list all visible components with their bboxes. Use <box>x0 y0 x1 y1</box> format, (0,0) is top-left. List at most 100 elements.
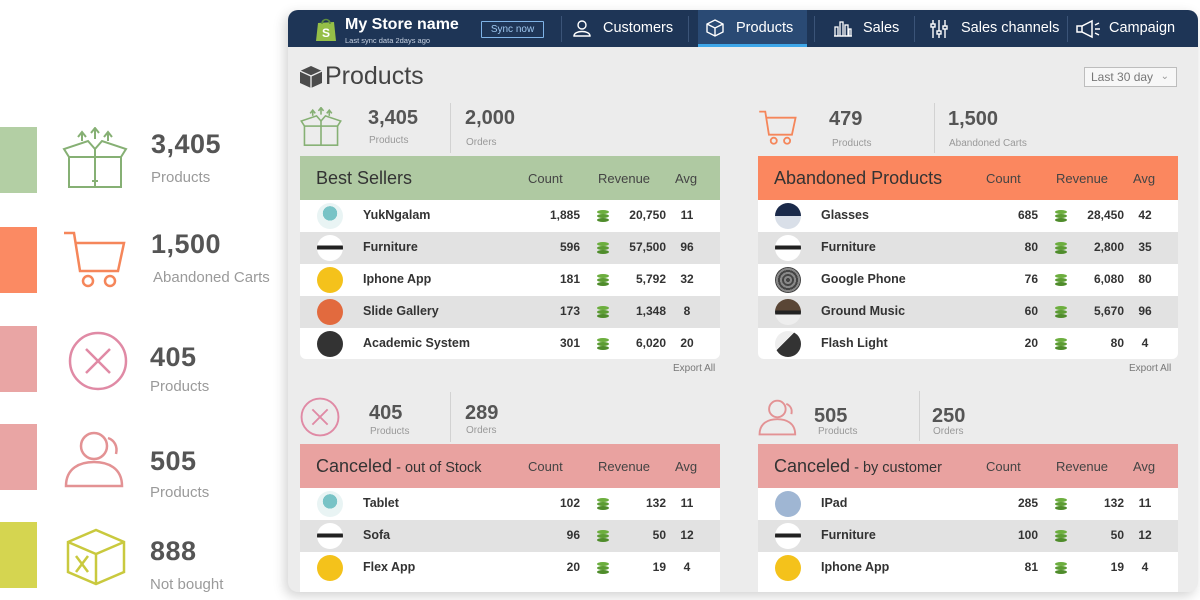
product-avg: 8 <box>683 304 691 318</box>
product-thumbnail <box>775 299 801 325</box>
product-count: 81 <box>1024 560 1038 574</box>
table-subtitle: - out of Stock <box>392 460 482 476</box>
product-name[interactable]: Ground Music <box>821 304 906 318</box>
column-header-avg[interactable]: Avg <box>1133 171 1156 186</box>
product-name[interactable]: Furniture <box>821 528 876 542</box>
app-window: S My Store name Last sync data 2days ago… <box>288 10 1198 592</box>
column-header-revenue[interactable]: Revenue <box>1056 459 1109 474</box>
divider <box>561 16 562 42</box>
column-header-count[interactable]: Count <box>528 171 563 186</box>
column-header-count[interactable]: Count <box>528 459 563 474</box>
product-name[interactable]: Furniture <box>821 240 876 254</box>
product-name[interactable]: Academic System <box>363 336 471 350</box>
table-title: Best Sellers <box>316 168 412 189</box>
product-thumbnail <box>317 203 343 229</box>
table-row[interactable]: Academic System 301 6,020 20 <box>300 328 720 360</box>
table-row[interactable]: Flex App 20 19 4 <box>300 552 720 584</box>
product-name[interactable]: Glasses <box>821 208 869 222</box>
column-header-count[interactable]: Count <box>986 171 1021 186</box>
divider <box>688 16 689 42</box>
table-row[interactable]: Furniture 80 2,800 35 <box>758 232 1178 264</box>
coins-icon <box>1055 242 1067 254</box>
product-avg: 4 <box>683 560 691 574</box>
product-count: 596 <box>559 240 580 254</box>
summary-value: 405 <box>150 342 197 372</box>
divider <box>914 16 915 42</box>
summary-products: 3,405 Products <box>0 127 290 197</box>
product-count: 301 <box>559 336 580 350</box>
table-title-text: Canceled <box>774 456 851 476</box>
nav-campaign[interactable]: Campaign <box>1073 10 1198 47</box>
table-row[interactable]: Iphone App 81 19 4 <box>758 552 1178 584</box>
product-avg: 11 <box>680 496 694 510</box>
sync-now-button[interactable]: Sync now <box>481 21 544 38</box>
product-name[interactable]: YukNgalam <box>363 208 431 222</box>
product-name[interactable]: Google Phone <box>821 272 906 286</box>
sliders-icon <box>930 20 948 38</box>
column-header-avg[interactable]: Avg <box>675 459 698 474</box>
product-avg: 12 <box>1138 528 1152 542</box>
product-revenue: 57,500 <box>629 240 666 254</box>
summary-value: 505 <box>150 446 197 476</box>
table-row[interactable]: Iphone App 181 5,792 32 <box>300 264 720 296</box>
table-header: Best Sellers Count Revenue Avg <box>300 156 720 200</box>
export-all-link[interactable]: Export All <box>1129 363 1172 374</box>
table-title-text: Abandoned Products <box>774 168 943 188</box>
column-header-count[interactable]: Count <box>986 459 1021 474</box>
divider <box>450 392 451 442</box>
table-row[interactable]: Furniture 596 57,500 96 <box>300 232 720 264</box>
table-row[interactable]: Sofa 96 50 12 <box>300 520 720 552</box>
product-name[interactable]: Flash Light <box>821 336 888 350</box>
table-title-text: Best Sellers <box>316 168 413 188</box>
nav-products[interactable]: Products <box>698 10 807 47</box>
product-name[interactable]: Slide Gallery <box>363 304 439 318</box>
coins-icon <box>597 274 609 286</box>
product-thumbnail <box>775 203 801 229</box>
product-revenue: 20,750 <box>629 208 666 222</box>
product-avg: 11 <box>1138 496 1152 510</box>
table-row[interactable]: YukNgalam 1,885 20,750 11 <box>300 200 720 232</box>
nav-sales[interactable]: Sales <box>824 10 914 47</box>
bar-chart-icon <box>834 21 852 37</box>
column-header-avg[interactable]: Avg <box>1133 459 1156 474</box>
product-name[interactable]: Iphone App <box>821 560 890 574</box>
product-name[interactable]: Sofa <box>363 528 391 542</box>
coins-icon <box>597 242 609 254</box>
product-avg: 32 <box>680 272 694 286</box>
table-row[interactable]: IPad 285 132 11 <box>758 488 1178 520</box>
product-name[interactable]: IPad <box>821 496 848 510</box>
stat-label: Products <box>818 426 858 437</box>
export-all-link[interactable]: Export All <box>673 363 716 374</box>
table-row[interactable]: Flash Light 20 80 4 <box>758 328 1178 360</box>
table-row[interactable]: Furniture 100 50 12 <box>758 520 1178 552</box>
nav-sales-channels[interactable]: Sales channels <box>924 10 1069 47</box>
color-bar <box>0 326 37 392</box>
stat-value: 250 <box>932 405 966 427</box>
date-range-select[interactable]: Last 30 day ⌄ <box>1084 67 1177 87</box>
table-row[interactable]: Slide Gallery 173 1,348 8 <box>300 296 720 328</box>
product-name[interactable]: Iphone App <box>363 272 432 286</box>
product-name[interactable]: Flex App <box>363 560 416 574</box>
summary-label: Products <box>151 169 211 186</box>
product-count: 1,885 <box>549 208 580 222</box>
column-header-avg[interactable]: Avg <box>675 171 698 186</box>
stat-value: 1,500 <box>948 108 999 130</box>
table-row[interactable]: Ground Music 60 5,670 96 <box>758 296 1178 328</box>
product-name[interactable]: Tablet <box>363 496 399 510</box>
product-thumbnail <box>317 555 343 581</box>
product-avg: 12 <box>680 528 694 542</box>
nav-customers[interactable]: Customers <box>563 10 683 47</box>
column-header-revenue[interactable]: Revenue <box>598 459 651 474</box>
coins-icon <box>597 530 609 542</box>
table-row[interactable]: Tablet 102 132 11 <box>300 488 720 520</box>
table-row[interactable]: Google Phone 76 6,080 80 <box>758 264 1178 296</box>
product-name[interactable]: Furniture <box>363 240 418 254</box>
page-title: Products <box>325 62 424 90</box>
table-row[interactable]: Glasses 685 28,450 42 <box>758 200 1178 232</box>
column-header-revenue[interactable]: Revenue <box>1056 171 1109 186</box>
divider <box>919 391 920 441</box>
product-revenue: 19 <box>652 560 666 574</box>
product-thumbnail <box>775 267 801 293</box>
product-revenue: 6,020 <box>635 336 666 350</box>
column-header-revenue[interactable]: Revenue <box>598 171 651 186</box>
